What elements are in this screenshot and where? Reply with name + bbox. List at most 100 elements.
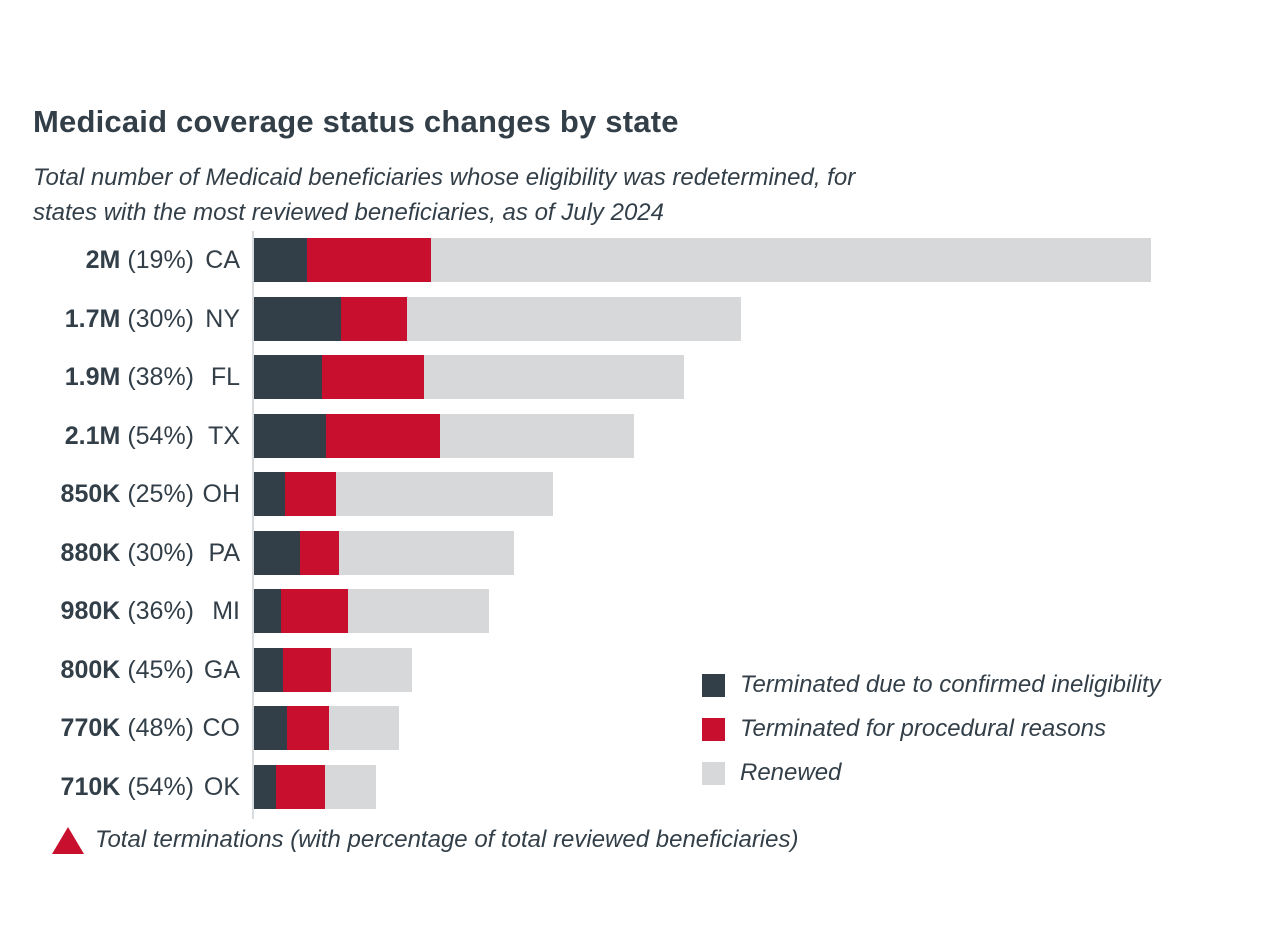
stacked-bar [254, 530, 514, 575]
row-label: 880K (30%) PA [0, 531, 252, 575]
bar-row: 1.7M (30%) NY [0, 296, 1280, 356]
terminations-pct: (54%) [127, 421, 194, 450]
segment-procedural [300, 530, 339, 575]
bar-row: 770K (48%) CO [0, 706, 1280, 765]
segment-ineligible [254, 413, 326, 458]
state-label: CA [205, 246, 240, 274]
chart-subtitle-line1: Total number of Medicaid beneficiaries w… [33, 164, 856, 191]
segment-procedural [281, 589, 348, 633]
row-label: 770K (48%) CO [0, 706, 252, 750]
terminations-value: 2.1M [64, 421, 121, 450]
bar-chart: 2M (19%) CA 1.7M (30%) NY 1.9M (38%) FL [0, 231, 1280, 823]
terminations-pct: (25%) [127, 480, 194, 508]
state-label: FL [210, 363, 240, 391]
stacked-bar [254, 413, 634, 458]
terminations-pct: (45%) [127, 655, 194, 684]
legend-item-renewed: Renewed [702, 751, 1161, 795]
state-label: PA [208, 538, 241, 567]
legend-label-renewed: Renewed [740, 759, 842, 786]
bar-row: 2M (19%) CA [0, 238, 1280, 297]
segment-ineligible [254, 296, 341, 341]
bar-row: 850K (25%) OH [0, 472, 1280, 531]
segment-renewed [348, 589, 489, 633]
segment-procedural [326, 413, 440, 458]
ineligible-swatch-icon [702, 673, 725, 697]
state-label: OK [203, 772, 240, 801]
footnote: Total terminations (with percentage of t… [52, 826, 798, 854]
footnote-text: Total terminations (with percentage of t… [95, 826, 799, 853]
triangle-icon [52, 826, 84, 854]
bar-row: 980K (36%) MI [0, 589, 1280, 648]
legend-label-procedural: Terminated for procedural reasons [740, 715, 1106, 742]
segment-procedural [285, 472, 336, 516]
terminations-pct: (19%) [127, 246, 194, 274]
segment-procedural [283, 647, 331, 692]
segment-procedural [322, 355, 424, 399]
row-label: 2.1M (54%) TX [0, 414, 252, 458]
state-label: GA [203, 655, 240, 684]
legend: Terminated due to confirmed ineligibilit… [702, 663, 1161, 795]
terminations-pct: (38%) [127, 363, 194, 391]
terminations-value: 850K [60, 480, 121, 508]
bar-rows: 2M (19%) CA 1.7M (30%) NY 1.9M (38%) FL [0, 238, 1280, 823]
row-label: 710K (54%) OK [0, 765, 252, 809]
bar-row: 1.9M (38%) FL [0, 355, 1280, 414]
stacked-bar [254, 355, 684, 399]
row-label: 800K (45%) GA [0, 648, 252, 692]
segment-renewed [431, 238, 1151, 282]
terminations-value: 710K [60, 772, 121, 801]
segment-procedural [341, 296, 407, 341]
segment-renewed [331, 647, 412, 692]
bar-row: 2.1M (54%) TX [0, 413, 1280, 473]
segment-ineligible [254, 589, 281, 633]
state-label: OH [202, 480, 241, 508]
bar-row: 880K (30%) PA [0, 530, 1280, 590]
stacked-bar [254, 238, 1151, 282]
terminations-pct: (30%) [127, 304, 194, 333]
segment-ineligible [254, 355, 322, 399]
terminations-value: 2M [85, 246, 121, 274]
row-label: 1.7M (30%) NY [0, 297, 252, 341]
segment-renewed [440, 413, 634, 458]
row-label: 850K (25%) OH [0, 472, 252, 516]
segment-procedural [276, 764, 325, 809]
segment-ineligible [254, 647, 283, 692]
legend-label-ineligible: Terminated due to confirmed ineligibilit… [740, 671, 1161, 698]
segment-renewed [325, 764, 376, 809]
terminations-value: 880K [60, 538, 121, 567]
segment-procedural [307, 238, 431, 282]
procedural-swatch-icon [702, 717, 725, 741]
chart-title: Medicaid coverage status changes by stat… [33, 104, 679, 139]
terminations-value: 1.9M [64, 363, 121, 391]
terminations-value: 770K [60, 714, 121, 742]
bar-row: 800K (45%) GA [0, 647, 1280, 707]
chart-subtitle: Total number of Medicaid beneficiaries w… [33, 160, 855, 230]
segment-ineligible [254, 238, 307, 282]
terminations-value: 800K [60, 655, 121, 684]
legend-item-procedural: Terminated for procedural reasons [702, 707, 1161, 751]
segment-ineligible [254, 472, 285, 516]
terminations-pct: (48%) [127, 714, 194, 742]
renewed-swatch-icon [702, 761, 725, 785]
state-label: CO [202, 714, 241, 742]
state-label: TX [208, 421, 240, 450]
segment-ineligible [254, 530, 300, 575]
terminations-value: 980K [60, 597, 121, 625]
terminations-pct: (30%) [127, 538, 194, 567]
row-label: 2M (19%) CA [0, 238, 252, 282]
segment-renewed [329, 706, 399, 750]
stacked-bar [254, 764, 376, 809]
terminations-pct: (36%) [127, 597, 194, 625]
segment-ineligible [254, 764, 276, 809]
y-axis-line [252, 231, 254, 819]
segment-renewed [424, 355, 684, 399]
segment-renewed [407, 296, 741, 341]
stacked-bar [254, 472, 553, 516]
stacked-bar [254, 296, 741, 341]
segment-renewed [339, 530, 514, 575]
state-label: NY [205, 304, 240, 333]
row-label: 980K (36%) MI [0, 589, 252, 633]
legend-item-ineligible: Terminated due to confirmed ineligibilit… [702, 663, 1161, 707]
terminations-value: 1.7M [64, 304, 121, 333]
